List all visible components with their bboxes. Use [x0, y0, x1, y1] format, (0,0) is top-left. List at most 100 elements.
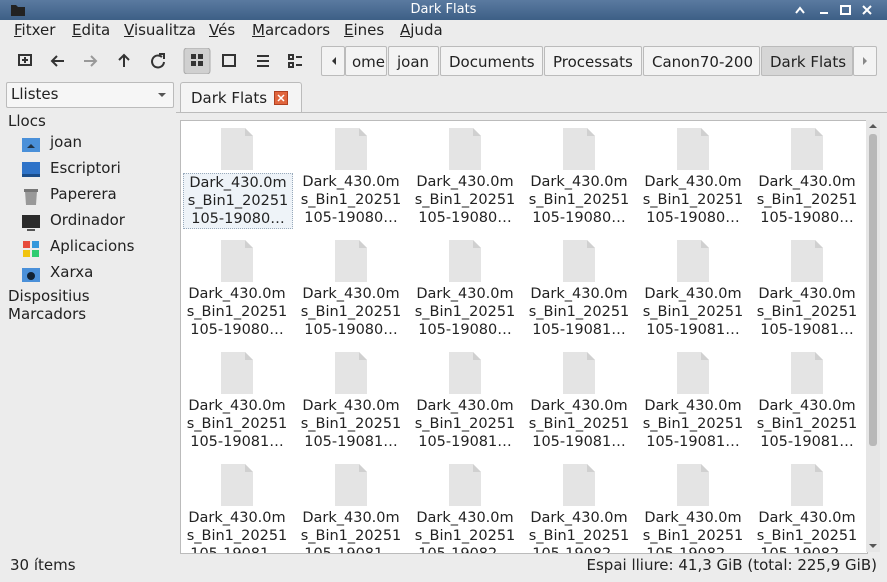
file-icon[interactable]	[449, 352, 481, 398]
place-item[interactable]: Aplicacions	[50, 237, 135, 255]
file-label[interactable]: Dark_430.0m s_Bin1_20251 105-19081…	[183, 397, 291, 451]
file-label[interactable]: Dark_430.0m s_Bin1_20251 105-19081…	[297, 397, 405, 451]
file-label[interactable]: Dark_430.0m s_Bin1_20251 105-19082…	[639, 509, 747, 554]
file-icon[interactable]	[677, 352, 709, 398]
file-label[interactable]: Dark_430.0m s_Bin1_20251 105-19082…	[753, 509, 861, 553]
place-item[interactable]: Escriptori	[50, 159, 121, 177]
file-label[interactable]: Dark_430.0m s_Bin1_20251 105-19080…	[411, 285, 519, 339]
file-icon[interactable]	[563, 128, 595, 174]
file-label[interactable]: Dark_430.0m s_Bin1_20251 105-19081…	[183, 509, 291, 553]
path-scroll-left[interactable]	[321, 46, 345, 76]
menu-item[interactable]: Ajuda	[400, 21, 443, 39]
file-icon[interactable]	[677, 240, 709, 286]
place-item[interactable]: joan	[50, 133, 83, 151]
file-icon[interactable]	[221, 464, 253, 510]
file-icon[interactable]	[335, 240, 367, 286]
toolbar-icons[interactable]	[12, 48, 312, 74]
file-view: Dark_430.0m s_Bin1_20251 105-19080… Dark_43…	[180, 120, 868, 554]
file-icon[interactable]	[449, 464, 481, 510]
file-label-line: Dark_430.0m	[644, 398, 742, 414]
menu-item[interactable]: Visualitza	[124, 21, 196, 39]
sidebar-section[interactable]: Dispositius	[8, 287, 90, 305]
file-label[interactable]: Dark_430.0m s_Bin1_20251 105-19080…	[411, 173, 519, 227]
place-item[interactable]: Paperera	[50, 185, 117, 203]
file-label[interactable]: Dark_430.0m s_Bin1_20251 105-19080…	[525, 173, 633, 227]
menu-item[interactable]: Marcadors	[252, 21, 331, 39]
file-label-line: Dark_430.0m	[188, 398, 286, 414]
file-label[interactable]: Dark_430.0m s_Bin1_20251 105-19080…	[639, 173, 747, 227]
file-label-line: 105-19080…	[532, 210, 626, 226]
file-label[interactable]: Dark_430.0m s_Bin1_20251 105-19081…	[753, 285, 861, 339]
file-icon[interactable]	[221, 352, 253, 398]
file-label-line: 105-19082…	[646, 546, 740, 554]
file-icon[interactable]	[677, 464, 709, 510]
sidebar-section[interactable]: Marcadors	[8, 305, 87, 323]
tab[interactable]: Dark Flats	[180, 82, 302, 113]
file-icon[interactable]	[335, 128, 367, 174]
file-icon[interactable]	[791, 352, 823, 398]
file-icon[interactable]	[449, 128, 481, 174]
file-label[interactable]: Dark_430.0m s_Bin1_20251 105-19081…	[639, 285, 747, 339]
file-icon[interactable]	[221, 240, 253, 286]
file-icon[interactable]	[791, 240, 823, 286]
place-item[interactable]: Xarxa	[50, 263, 94, 281]
file-label-line: s_Bin1_20251	[642, 304, 744, 320]
path-button[interactable]: ome	[345, 46, 387, 76]
file-icon[interactable]	[335, 464, 367, 510]
file-label[interactable]: Dark_430.0m s_Bin1_20251 105-19081…	[525, 397, 633, 451]
file-label-line: s_Bin1_20251	[528, 304, 630, 320]
file-label[interactable]: Dark_430.0m s_Bin1_20251 105-19082…	[411, 509, 519, 553]
file-label-line: Dark_430.0m	[416, 174, 514, 190]
file-label[interactable]: Dark_430.0m s_Bin1_20251 105-19080…	[297, 285, 405, 339]
file-label[interactable]: Dark_430.0m s_Bin1_20251 105-19081…	[753, 397, 861, 451]
file-label-line: s_Bin1_20251	[300, 192, 402, 208]
file-label[interactable]: Dark_430.0m s_Bin1_20251 105-19082…	[525, 509, 633, 553]
file-label-line: s_Bin1_20251	[756, 304, 858, 320]
file-label[interactable]: Dark_430.0m s_Bin1_20251 105-19081…	[297, 509, 405, 553]
tab-close[interactable]	[274, 91, 288, 105]
file-label-line: 105-19081…	[190, 434, 284, 450]
path-scroll-right[interactable]	[853, 46, 877, 76]
file-icon[interactable]	[677, 128, 709, 174]
file-label-line: Dark_430.0m	[302, 174, 400, 190]
file-label-line: s_Bin1_20251	[300, 528, 402, 544]
file-icon[interactable]	[563, 464, 595, 510]
file-label-line: s_Bin1_20251	[187, 193, 289, 209]
file-label-line: 105-19080…	[418, 322, 512, 338]
file-label-line: 105-19080…	[418, 210, 512, 226]
path-button[interactable]: Canon70-200	[643, 46, 760, 76]
file-icon[interactable]	[221, 128, 253, 174]
path-button[interactable]: Documents	[440, 46, 543, 76]
file-icon[interactable]	[563, 352, 595, 398]
file-icon[interactable]	[563, 240, 595, 286]
menu-item[interactable]: Vés	[209, 21, 236, 39]
file-icon[interactable]	[791, 464, 823, 510]
file-icon[interactable]	[449, 240, 481, 286]
file-label-line: Dark_430.0m	[644, 174, 742, 190]
place-item[interactable]: Ordinador	[50, 211, 125, 229]
file-label-line: 105-19081…	[646, 322, 740, 338]
file-label[interactable]: Dark_430.0m s_Bin1_20251 105-19080…	[753, 173, 861, 227]
file-label-line: s_Bin1_20251	[756, 416, 858, 432]
menu-item[interactable]: Eines	[344, 21, 385, 39]
file-label[interactable]: Dark_430.0m s_Bin1_20251 105-19081…	[639, 397, 747, 451]
window-controls[interactable]	[790, 2, 882, 18]
file-label[interactable]: Dark_430.0m s_Bin1_20251 105-19081…	[411, 397, 519, 451]
file-icon[interactable]	[791, 128, 823, 174]
path-button[interactable]: joan	[388, 46, 439, 76]
file-label-line: 105-19081…	[418, 434, 512, 450]
file-label[interactable]: Dark_430.0m s_Bin1_20251 105-19081…	[525, 285, 633, 339]
file-label-line: Dark_430.0m	[530, 174, 628, 190]
path-button[interactable]: Dark Flats	[761, 46, 853, 76]
file-label[interactable]: Dark_430.0m s_Bin1_20251 105-19080…	[183, 173, 293, 229]
scrollbar[interactable]	[866, 120, 880, 552]
file-icon[interactable]	[335, 352, 367, 398]
menu-item[interactable]: Edita	[72, 21, 111, 39]
file-label-line: Dark_430.0m	[758, 398, 856, 414]
path-button[interactable]: Processats	[544, 46, 642, 76]
file-label[interactable]: Dark_430.0m s_Bin1_20251 105-19080…	[297, 173, 405, 227]
sidebar-mode-select[interactable]: Llistes	[6, 82, 174, 108]
status-count: 30 ítems	[10, 556, 76, 574]
menu-item[interactable]: Fitxer	[14, 21, 56, 39]
file-label[interactable]: Dark_430.0m s_Bin1_20251 105-19080…	[183, 285, 291, 339]
